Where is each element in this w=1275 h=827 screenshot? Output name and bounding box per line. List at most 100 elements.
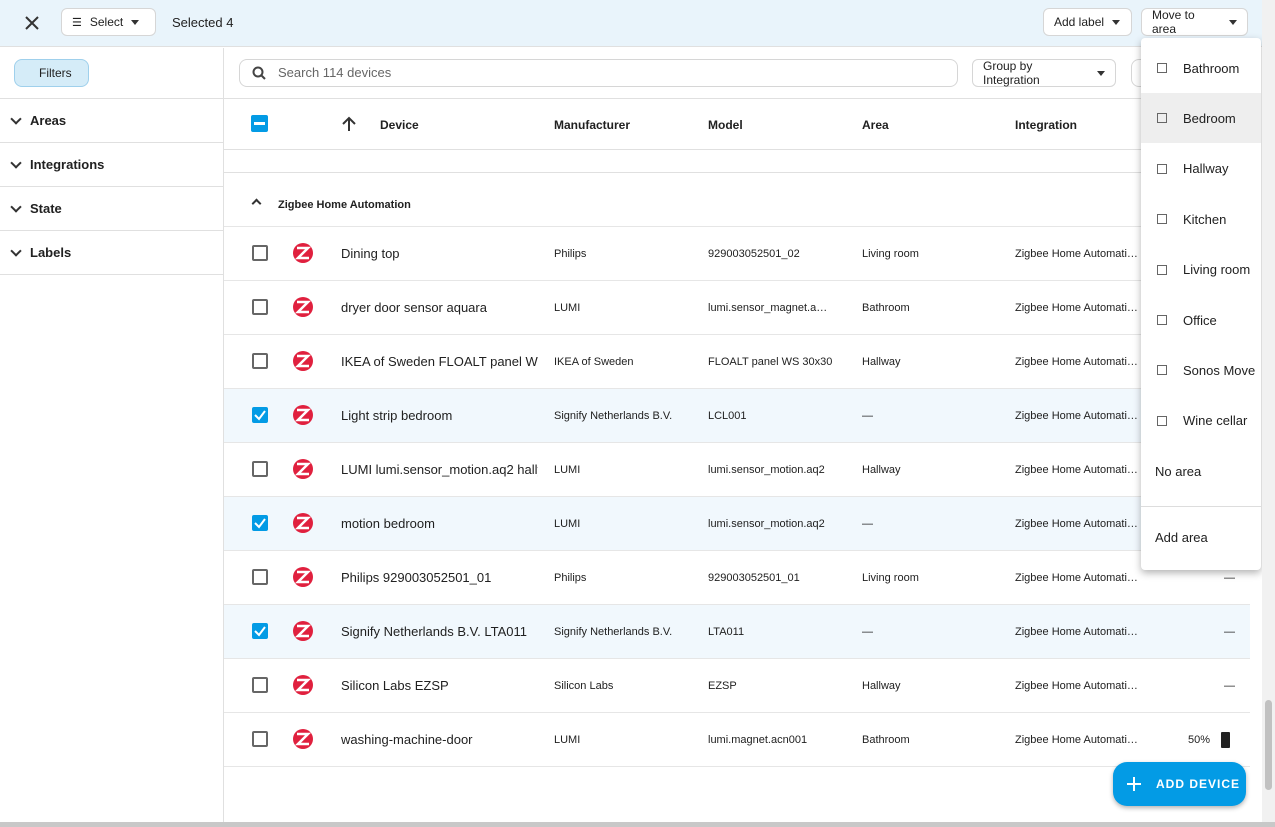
area-name: Bedroom bbox=[1183, 111, 1236, 126]
row-checkbox[interactable] bbox=[252, 515, 268, 531]
row-checkbox[interactable] bbox=[252, 569, 268, 585]
device-row[interactable]: Philips 929003052501_01Philips9290030525… bbox=[224, 551, 1250, 605]
area-name: Kitchen bbox=[1183, 212, 1226, 227]
area-option[interactable]: Hallway bbox=[1141, 144, 1261, 194]
group-by-button[interactable]: Group by Integration bbox=[972, 59, 1116, 87]
add-device-button[interactable]: ADD DEVICE bbox=[1113, 762, 1246, 806]
row-checkbox[interactable] bbox=[252, 299, 268, 315]
area-option[interactable]: Sonos Move bbox=[1141, 345, 1261, 395]
area: Hallway bbox=[862, 659, 1012, 713]
area-icon bbox=[1157, 315, 1167, 325]
area-option[interactable]: Bedroom bbox=[1141, 93, 1261, 143]
group-by-text: Group by Integration bbox=[983, 59, 1089, 87]
model: FLOALT panel WS 30x30 bbox=[708, 335, 858, 389]
divider bbox=[1141, 506, 1261, 507]
area-option[interactable]: Office bbox=[1141, 295, 1261, 345]
row-checkbox[interactable] bbox=[252, 353, 268, 369]
device-name: dryer door sensor aquara bbox=[341, 281, 538, 335]
device-row[interactable]: LUMI lumi.sensor_motion.aq2 hallyLUMIlum… bbox=[224, 443, 1250, 497]
area-name: Sonos Move bbox=[1183, 363, 1255, 378]
integration: Zigbee Home Automati… bbox=[1015, 551, 1145, 605]
sidebar: Filters Areas IntegrationsStateLabels bbox=[0, 48, 224, 822]
zigbee-icon bbox=[292, 350, 314, 375]
search-placeholder: Search 114 devices bbox=[278, 65, 391, 80]
select-all-checkbox[interactable] bbox=[251, 115, 268, 132]
area-option[interactable]: Wine cellar bbox=[1141, 396, 1261, 446]
area-icon bbox=[1157, 63, 1167, 73]
device-row[interactable]: dryer door sensor aquaraLUMIlumi.sensor_… bbox=[224, 281, 1250, 335]
row-checkbox[interactable] bbox=[252, 677, 268, 693]
sort-arrow bbox=[341, 116, 357, 132]
manufacturer: Signify Netherlands B.V. bbox=[554, 605, 704, 659]
manufacturer: Signify Netherlands B.V. bbox=[554, 389, 704, 443]
no-area-option[interactable]: No area bbox=[1141, 446, 1261, 496]
search-box[interactable]: Search 114 devices bbox=[239, 59, 958, 87]
add-area-option[interactable]: Add area bbox=[1141, 512, 1261, 562]
integration: Zigbee Home Automati… bbox=[1015, 713, 1145, 767]
device-name: Signify Netherlands B.V. LTA011 bbox=[341, 605, 538, 659]
chevron bbox=[10, 157, 21, 168]
device-row[interactable]: Signify Netherlands B.V. LTA011 Signify N… bbox=[224, 605, 1250, 659]
device-row[interactable]: Dining topPhilips929003052501_02Living r… bbox=[224, 227, 1250, 281]
area-option[interactable]: Living room bbox=[1141, 245, 1261, 295]
filter-section[interactable]: Labels bbox=[0, 231, 223, 275]
device-name: Silicon Labs EZSP bbox=[341, 659, 538, 713]
filter-section[interactable]: Areas bbox=[0, 99, 223, 143]
device-name: motion bedroom bbox=[341, 497, 538, 551]
area: — bbox=[862, 497, 1012, 551]
zigbee-icon bbox=[292, 242, 314, 267]
area-icon bbox=[1157, 365, 1167, 375]
select-label: Select bbox=[90, 15, 123, 29]
row-checkbox[interactable] bbox=[252, 407, 268, 423]
chevron bbox=[10, 245, 21, 256]
area-icon bbox=[1157, 265, 1167, 275]
row-checkbox[interactable] bbox=[252, 245, 268, 261]
area: Bathroom bbox=[862, 281, 1012, 335]
column-header: Integration bbox=[1015, 118, 1077, 132]
filters-button[interactable]: Filters bbox=[14, 59, 89, 87]
move-to-area-button[interactable]: Move to area bbox=[1141, 8, 1248, 36]
column-header: Manufacturer bbox=[554, 118, 630, 132]
area-menu: Bathroom Bedroom Hallway Kitchen Living room… bbox=[1141, 38, 1261, 570]
device-name: washing-machine-door bbox=[341, 713, 538, 767]
row-checkbox[interactable] bbox=[252, 731, 268, 747]
area-name: Living room bbox=[1183, 262, 1250, 277]
area-icon bbox=[1157, 416, 1167, 426]
device-row[interactable]: IKEA of Sweden FLOALT panel WSIKEA of Sw… bbox=[224, 335, 1250, 389]
scrollbar[interactable] bbox=[1262, 0, 1275, 822]
device-row[interactable]: motion bedroomLUMIlumi.sensor_motion.aq2… bbox=[224, 497, 1250, 551]
area: Bathroom bbox=[862, 713, 1012, 767]
zigbee-icon bbox=[292, 728, 314, 753]
section-label: Areas bbox=[30, 113, 66, 128]
device-name: Light strip bedroom bbox=[341, 389, 538, 443]
close-button[interactable] bbox=[24, 15, 40, 31]
area: Hallway bbox=[862, 443, 1012, 497]
device-name: LUMI lumi.sensor_motion.aq2 hally bbox=[341, 443, 538, 497]
integration: Zigbee Home Automati… bbox=[1015, 605, 1145, 659]
device-name: Dining top bbox=[341, 227, 538, 281]
area-name: Bathroom bbox=[1183, 61, 1239, 76]
filter-section[interactable]: State bbox=[0, 187, 223, 231]
add-label-button[interactable]: Add label bbox=[1043, 8, 1132, 36]
device-row[interactable]: washing-machine-doorLUMIlumi.magnet.acn0… bbox=[224, 713, 1250, 767]
area-option[interactable]: Kitchen bbox=[1141, 194, 1261, 244]
device-row[interactable]: Silicon Labs EZSPSilicon LabsEZSPHallway… bbox=[224, 659, 1250, 713]
select-button[interactable]: ☰Select bbox=[61, 8, 156, 36]
row-checkbox[interactable] bbox=[252, 461, 268, 477]
filters-text: Filters bbox=[39, 66, 72, 80]
zigbee-icon bbox=[292, 674, 314, 699]
area-icon bbox=[1157, 214, 1167, 224]
model: EZSP bbox=[708, 659, 858, 713]
device-row[interactable]: Light strip bedroom Signify Netherlands B… bbox=[224, 389, 1250, 443]
zigbee-icon bbox=[292, 404, 314, 429]
area: — bbox=[862, 605, 1012, 659]
h-scrollbar[interactable] bbox=[0, 822, 1275, 827]
area-option[interactable]: Bathroom bbox=[1141, 43, 1261, 93]
integration: Zigbee Home Automati… bbox=[1015, 497, 1145, 551]
integration: Zigbee Home Automati… bbox=[1015, 389, 1145, 443]
column-header: Device bbox=[380, 118, 419, 132]
row-checkbox[interactable] bbox=[252, 623, 268, 639]
filter-section[interactable]: Integrations bbox=[0, 143, 223, 187]
group-header[interactable]: Zigbee Home Automation bbox=[224, 172, 1250, 227]
